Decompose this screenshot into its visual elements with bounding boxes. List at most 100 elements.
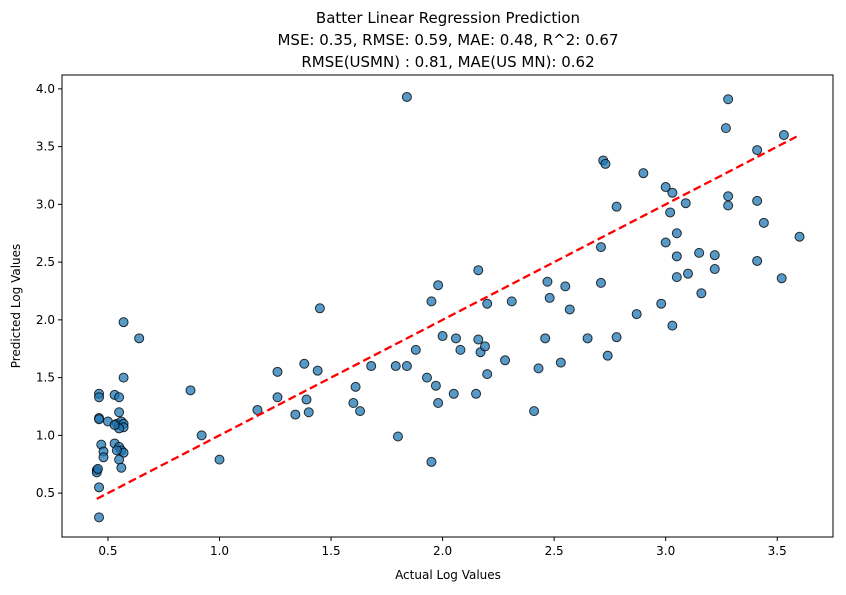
data-point (758, 217, 769, 228)
data-point (134, 333, 145, 344)
x-axis-label: Actual Log Values (395, 568, 501, 582)
data-point (350, 381, 361, 392)
data-point (410, 344, 421, 355)
data-point (401, 91, 412, 102)
data-point (390, 361, 401, 372)
data-point (196, 430, 207, 441)
data-point (544, 292, 555, 303)
data-point (611, 201, 622, 212)
data-point (506, 296, 517, 307)
data-point (448, 388, 459, 399)
x-tick-label: 2.5 (545, 544, 564, 558)
data-point (303, 407, 314, 418)
axes-frame (61, 74, 834, 538)
data-point (114, 454, 125, 465)
data-point (114, 407, 125, 418)
y-tick-label: 1.5 (36, 371, 55, 385)
data-point (560, 281, 571, 292)
data-point (214, 454, 225, 465)
data-point (529, 406, 540, 417)
x-tick-label: 3.0 (656, 544, 675, 558)
data-point (631, 309, 642, 320)
data-point (94, 482, 105, 493)
data-point (776, 273, 787, 284)
data-point (94, 512, 105, 523)
y-axis-label: Predicted Log Values (9, 244, 23, 369)
data-point (533, 363, 544, 374)
data-point (92, 463, 103, 474)
data-point (794, 231, 805, 242)
data-point (118, 317, 129, 328)
data-point (430, 380, 441, 391)
y-tick-label: 0.5 (36, 486, 55, 500)
data-point (752, 255, 763, 266)
data-point (709, 250, 720, 261)
y-tick-label: 1.0 (36, 428, 55, 442)
data-point (582, 333, 593, 344)
x-tick-label: 1.0 (210, 544, 229, 558)
data-point (314, 303, 325, 314)
data-point (638, 168, 649, 179)
data-point (611, 332, 622, 343)
y-axis: 0.5 1.0 1.5 2.0 2.5 3.0 3.5 4.0 (36, 82, 62, 500)
plot-area (91, 91, 805, 523)
data-point (312, 365, 323, 376)
data-point (98, 452, 109, 463)
data-point (111, 445, 122, 456)
data-point (542, 276, 553, 287)
data-point (540, 333, 551, 344)
data-point (401, 361, 412, 372)
data-point (709, 264, 720, 275)
data-point (694, 247, 705, 258)
data-point (682, 268, 693, 279)
data-point (680, 198, 691, 209)
x-tick-label: 0.5 (98, 544, 117, 558)
chart-title-line-1: Batter Linear Regression Prediction (316, 9, 580, 27)
data-point (450, 333, 461, 344)
data-point (94, 392, 105, 403)
data-point (778, 130, 789, 141)
data-point (696, 288, 707, 299)
data-point (272, 366, 283, 377)
data-point (482, 369, 493, 380)
data-point (667, 320, 678, 331)
data-point (555, 357, 566, 368)
y-tick-label: 2.5 (36, 255, 55, 269)
x-tick-label: 1.5 (322, 544, 341, 558)
data-point (433, 398, 444, 409)
x-axis: 0.5 1.0 1.5 2.0 2.5 3.0 3.5 (98, 537, 787, 558)
data-point (660, 182, 671, 193)
data-point (94, 414, 105, 425)
data-point (656, 298, 667, 309)
data-point (471, 388, 482, 399)
chart-title-line-3: RMSE(USMN) : 0.81, MAE(US MN): 0.62 (301, 53, 594, 71)
data-point (473, 334, 484, 345)
data-point (602, 350, 613, 361)
data-point (595, 242, 606, 253)
data-point (437, 331, 448, 342)
data-point (723, 191, 734, 202)
data-point (114, 392, 125, 403)
y-tick-label: 4.0 (36, 82, 55, 96)
data-point (426, 456, 437, 467)
data-point (752, 195, 763, 206)
y-tick-label: 2.0 (36, 313, 55, 327)
regression-line (96, 134, 801, 500)
data-point (116, 462, 127, 473)
data-point (595, 277, 606, 288)
y-tick-label: 3.5 (36, 140, 55, 154)
data-point (299, 358, 310, 369)
data-point (500, 355, 511, 366)
data-point (723, 94, 734, 105)
x-tick-label: 3.5 (768, 544, 787, 558)
data-point (479, 341, 490, 352)
data-point (482, 298, 493, 309)
data-point (421, 372, 432, 383)
data-point (455, 344, 466, 355)
data-point (667, 187, 678, 198)
data-point (752, 145, 763, 156)
data-point (660, 237, 671, 248)
data-point (392, 431, 403, 442)
data-point (433, 280, 444, 291)
